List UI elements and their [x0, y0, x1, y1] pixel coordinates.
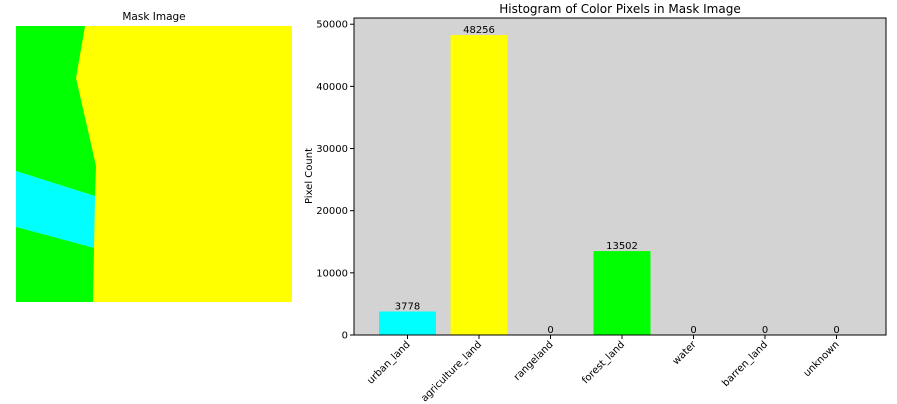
- mask-forest-region-top: [16, 26, 96, 196]
- bar-value-label: 0: [833, 325, 839, 336]
- bar-value-label: 48256: [463, 25, 495, 36]
- y-axis-label: Pixel Count: [304, 148, 315, 204]
- bar-value-label: 0: [762, 325, 768, 336]
- y-tick-label: 0: [342, 331, 348, 342]
- bar-value-label: 0: [547, 325, 553, 336]
- bar-agriculture_land: [450, 35, 508, 335]
- x-tick-label: agriculture_land: [419, 339, 484, 404]
- mask-image: [16, 26, 292, 302]
- x-tick-label: unknown: [802, 339, 842, 379]
- bar-urban_land: [379, 311, 436, 335]
- x-tick-label: urban_land: [365, 339, 412, 386]
- mask-image-title: Mask Image: [122, 11, 186, 23]
- y-tick-label: 10000: [316, 268, 348, 279]
- y-tick-label: 30000: [316, 144, 348, 155]
- y-tick-label: 20000: [316, 206, 348, 217]
- y-tick-label: 40000: [316, 82, 348, 93]
- bar-forest_land: [593, 251, 651, 335]
- mask-forest-region-bottom: [16, 227, 94, 302]
- bars-layer: [379, 35, 651, 335]
- plot-frame: [353, 17, 887, 336]
- x-tick-label: water: [671, 339, 700, 368]
- chart-title: Histogram of Color Pixels in Mask Image: [499, 2, 740, 16]
- mask-urban-region: [16, 171, 95, 248]
- x-tick-label: barren_land: [720, 339, 770, 389]
- bar-value-label: 3778: [395, 302, 420, 313]
- bar-value-label: 13502: [606, 241, 638, 252]
- y-tick-label: 50000: [316, 20, 348, 31]
- x-tick-label: forest_land: [580, 339, 627, 386]
- x-tick-label: rangeland: [512, 339, 556, 383]
- bar-value-label: 0: [690, 325, 696, 336]
